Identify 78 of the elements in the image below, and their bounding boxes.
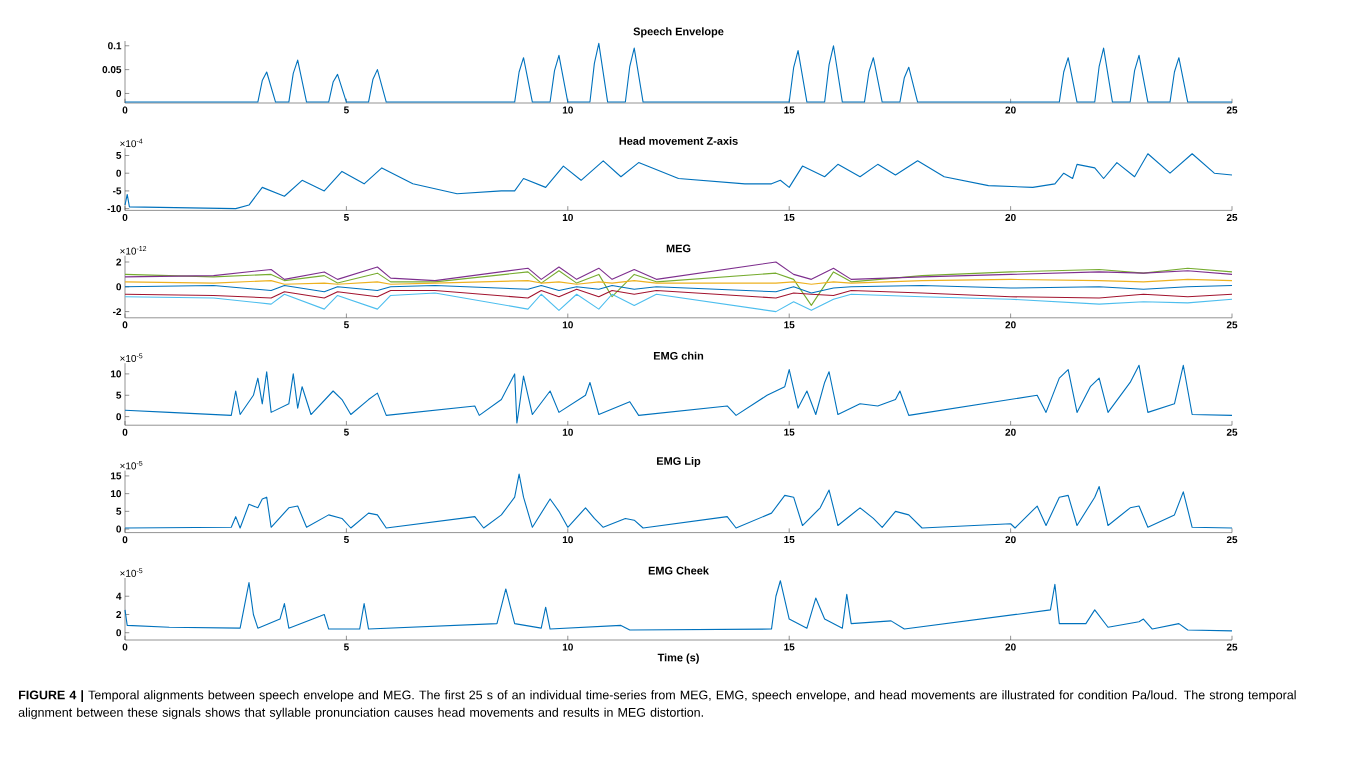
x-tick-label: 0 — [122, 213, 128, 221]
text: ×10$^{-4}$ — [120, 138, 143, 148]
x-tick-label: 10 — [562, 428, 573, 436]
y-tick-label: 0.05 — [102, 66, 122, 74]
x-tick-label: 5 — [343, 321, 349, 329]
x-tick-label: 20 — [1005, 106, 1016, 114]
x-tick-label: 5 — [343, 536, 349, 544]
y-tick-label: 5 — [116, 507, 122, 515]
x-tick-label: 10 — [562, 321, 573, 329]
y-tick-label: -5 — [113, 187, 122, 195]
text: ×10$^{-5}$ — [120, 353, 143, 362]
y-tick-label: 0 — [116, 283, 122, 291]
line-series — [124, 267, 1233, 306]
y-tick-label: 0 — [116, 525, 122, 533]
line-series — [124, 42, 1233, 103]
x-tick-label: 5 — [343, 428, 349, 436]
y-tick-label: 2 — [116, 611, 122, 618]
x-tick-label: 25 — [1226, 643, 1238, 651]
text: ×10$^{-12}$ — [120, 246, 147, 255]
x-tick-label: 20 — [1005, 428, 1016, 436]
x-tick-label: 5 — [343, 643, 349, 651]
x-tick-label: 0 — [122, 643, 128, 651]
line-series — [124, 261, 1233, 282]
x-tick-label: 25 — [1226, 321, 1238, 329]
x-tick-label: 10 — [562, 213, 573, 221]
y-tick-label: 2 — [116, 258, 122, 266]
chart-title: EMG Lip — [657, 456, 701, 468]
x-tick-label: 25 — [1226, 213, 1238, 221]
line-series — [124, 364, 1233, 424]
y-tick-label: 0 — [116, 89, 122, 97]
y-tick-label: 5 — [116, 152, 122, 159]
x-tick-label: 15 — [784, 643, 795, 651]
y-tick-label: 0 — [116, 413, 122, 421]
text: ×10$^{-5}$ — [120, 568, 143, 577]
x-tick-label: 15 — [784, 106, 795, 114]
x-tick-label: 5 — [343, 213, 349, 221]
x-tick-label: 20 — [1005, 536, 1016, 544]
x-tick-label: 10 — [562, 536, 573, 544]
x-tick-label: 0 — [122, 321, 128, 329]
y-tick-label: -10 — [107, 205, 122, 213]
chart-title: Head movement Z-axis — [619, 136, 738, 145]
x-tick-label: 15 — [784, 321, 795, 329]
x-tick-label: 15 — [784, 536, 795, 544]
y-tick-label: 10 — [111, 490, 122, 498]
y-tick-label: 15 — [111, 472, 122, 480]
y-tick-label: 0 — [116, 629, 122, 637]
chart-title: Speech Envelope — [633, 27, 724, 38]
x-tick-label: 25 — [1226, 106, 1238, 114]
x-tick-label: 15 — [784, 428, 795, 436]
line-series — [124, 473, 1233, 529]
x-tick-label: 20 — [1005, 321, 1016, 329]
chart-title: MEG — [666, 244, 691, 253]
x-tick-label: 20 — [1005, 213, 1016, 221]
x-tick-label: 25 — [1226, 428, 1238, 436]
y-tick-label: -2 — [113, 308, 122, 316]
text: FIGURE 4 | Temporal alignments between speech envelope and MEG. The first 25 s of an individual time-series from MEG, EMG, speech envelope, and head movements are illustrated for condition Pa/loud. The strong temporal alignment between these signals shows that syllable pronunciation causes head movements and results in MEG distortion. — [18, 690, 1296, 720]
x-tick-label: 10 — [562, 106, 573, 114]
line-series — [124, 288, 1233, 299]
x-tick-label: 15 — [784, 213, 795, 221]
line-series — [124, 285, 1233, 294]
y-tick-label: 0.1 — [108, 42, 122, 50]
line-series — [124, 292, 1233, 313]
line-series — [124, 580, 1233, 632]
chart-title: EMG chin — [653, 351, 704, 360]
x-tick-label: 0 — [122, 106, 128, 114]
y-tick-label: 10 — [111, 370, 122, 378]
y-tick-label: 0 — [116, 169, 122, 177]
text: ×10$^{-5}$ — [120, 460, 143, 470]
x-axis-title: Time (s) — [657, 653, 699, 664]
x-tick-label: 0 — [122, 428, 128, 436]
x-tick-label: 10 — [562, 643, 573, 651]
chart-title: EMG Cheek — [648, 566, 709, 575]
x-tick-label: 5 — [343, 106, 349, 114]
x-tick-label: 20 — [1005, 643, 1016, 651]
y-tick-label: 5 — [116, 391, 122, 399]
x-tick-label: 0 — [122, 536, 128, 544]
y-tick-label: 4 — [116, 592, 122, 600]
x-tick-label: 25 — [1226, 536, 1238, 544]
